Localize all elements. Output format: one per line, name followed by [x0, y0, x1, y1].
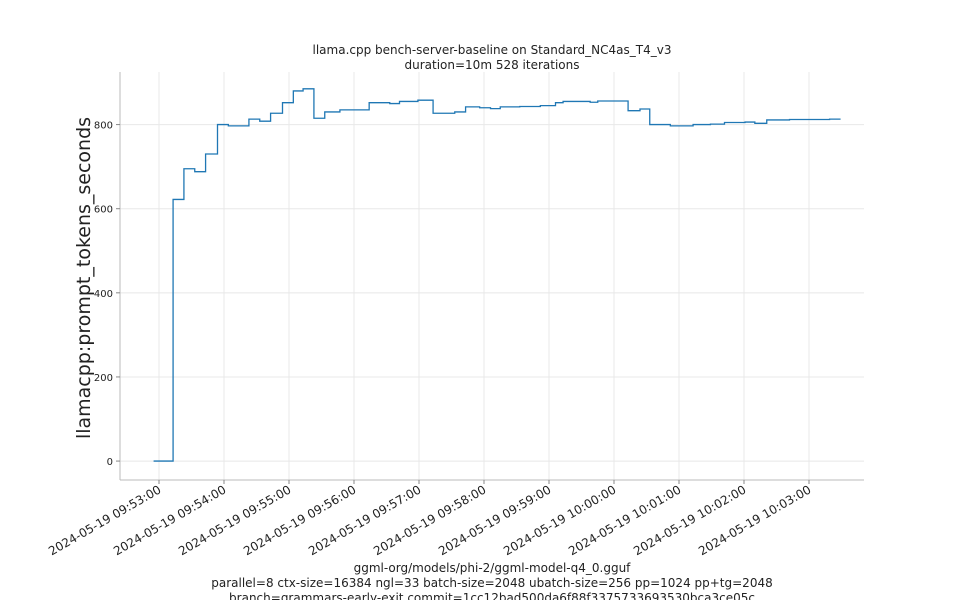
x-tick-label: 2024-05-19 10:03:00 [696, 482, 813, 558]
y-tick-label: 600 [94, 205, 113, 216]
x-tick-label: 2024-05-19 09:53:00 [46, 482, 163, 558]
y-tick-label: 0 [107, 457, 113, 468]
y-tick-label: 800 [94, 121, 113, 132]
x-tick-label: 2024-05-19 10:01:00 [566, 482, 683, 558]
chart-subtitle: duration=10m 528 iterations [405, 58, 580, 72]
x-tick-label: 2024-05-19 09:54:00 [111, 482, 228, 558]
x-tick-label: 2024-05-19 10:02:00 [631, 482, 748, 558]
x-tick-label: 2024-05-19 09:55:00 [176, 482, 293, 558]
x-tick-label: 2024-05-19 09:58:00 [371, 482, 488, 558]
chart-title: llama.cpp bench-server-baseline on Stand… [313, 43, 672, 57]
x-tick-label: 2024-05-19 10:00:00 [501, 482, 618, 558]
x-label-line-3: branch=grammars-early-exit commit=1cc12b… [229, 591, 755, 600]
x-tick-label: 2024-05-19 09:57:00 [306, 482, 423, 558]
grid [120, 72, 864, 480]
series-line [153, 88, 841, 462]
x-label-line-2: parallel=8 ctx-size=16384 ngl=33 batch-s… [211, 576, 772, 590]
x-tick-label: 2024-05-19 09:56:00 [241, 482, 358, 558]
y-ticks: 0 200 400 600 800 [94, 121, 120, 468]
x-label-line-1: ggml-org/models/phi-2/ggml-model-q4_0.gg… [354, 561, 632, 575]
x-tick-label: 2024-05-19 09:59:00 [436, 482, 553, 558]
y-tick-label: 200 [94, 373, 113, 384]
y-tick-label: 400 [94, 289, 113, 300]
y-axis-label: llamacpp:prompt_tokens_seconds [73, 117, 95, 439]
